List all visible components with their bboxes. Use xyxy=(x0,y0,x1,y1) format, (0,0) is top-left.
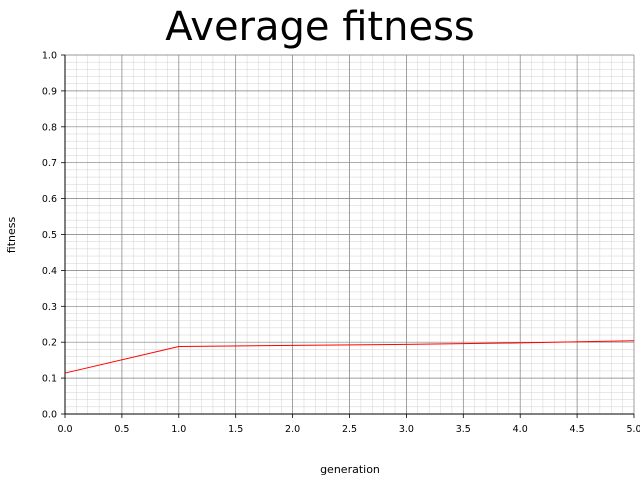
series-line xyxy=(64,340,635,374)
x-tick-label: 3.5 xyxy=(456,424,471,435)
x-tick-label: 0.0 xyxy=(57,424,72,435)
x-tick-label: 2.0 xyxy=(285,424,300,435)
y-tick-label: 0.8 xyxy=(42,122,57,133)
x-axis-label: generation xyxy=(320,463,380,476)
y-tick-label: 0.6 xyxy=(42,194,57,205)
y-tick-label: 0.2 xyxy=(42,338,57,349)
series-layer xyxy=(64,340,635,374)
x-tick-label: 2.5 xyxy=(342,424,357,435)
x-tick-label: 1.0 xyxy=(171,424,186,435)
y-axis-ticks: 0.0 0.1 0.2 0.3 0.4 0.5 0.6 0.7 0.8 0.9 1.0 xyxy=(42,51,65,421)
y-tick-label: 0.0 xyxy=(42,410,57,421)
x-tick-label: 0.5 xyxy=(114,424,129,435)
chart-title: Average fitness xyxy=(165,4,475,50)
y-tick-label: 0.9 xyxy=(42,86,57,97)
y-axis-label: fitness xyxy=(5,217,18,254)
x-axis-ticks: 0.0 0.5 1.0 1.5 2.0 2.5 3.0 3.5 4.0 4.5 5.0 xyxy=(57,414,640,435)
x-tick-label: 1.5 xyxy=(228,424,243,435)
y-tick-label: 0.7 xyxy=(42,158,57,169)
y-tick-label: 0.1 xyxy=(42,374,57,385)
x-tick-label: 4.5 xyxy=(570,424,585,435)
y-tick-label: 0.5 xyxy=(42,230,57,241)
y-tick-label: 0.3 xyxy=(42,302,57,313)
x-tick-label: 4.0 xyxy=(513,424,528,435)
x-tick-label: 5.0 xyxy=(626,424,640,435)
y-tick-label: 0.4 xyxy=(42,266,57,277)
major-grid xyxy=(64,54,635,415)
y-tick-label: 1.0 xyxy=(42,51,57,62)
x-tick-label: 3.0 xyxy=(399,424,414,435)
